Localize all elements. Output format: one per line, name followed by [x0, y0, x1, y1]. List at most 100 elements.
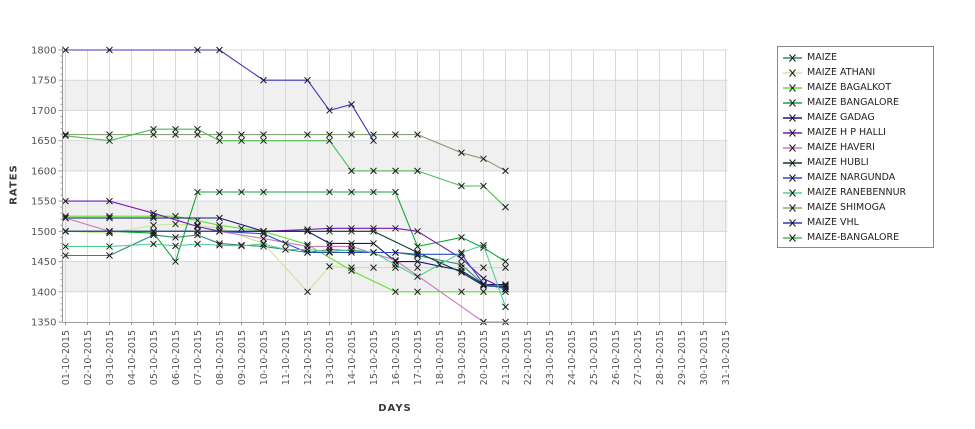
legend-item: MAIZE BANGALORE: [783, 95, 928, 110]
data-point-x-marker: [194, 125, 201, 133]
legend-item-label: MAIZE SHIMOGA: [807, 202, 886, 213]
legend-item: MAIZE HAVERI: [783, 140, 928, 155]
data-point-x-marker: [62, 214, 69, 222]
legend-x-marker-icon: [783, 98, 802, 107]
data-point-x-marker: [414, 227, 421, 235]
data-point-x-marker: [392, 131, 399, 138]
legend-item-label: MAIZE GADAG: [807, 112, 875, 123]
data-point-x-marker: [458, 249, 465, 256]
data-point-x-marker: [458, 149, 465, 157]
data-point-x-marker: [216, 188, 223, 196]
x-tick-label: 25-10-2015: [589, 330, 600, 385]
x-tick-label: 01-10-2015: [61, 330, 72, 385]
data-point-x-marker: [326, 248, 333, 256]
data-point-x-marker: [502, 303, 509, 311]
data-point-x-marker: [150, 240, 157, 248]
data-point-x-marker: [238, 188, 245, 196]
data-point-x-marker: [414, 288, 421, 296]
data-point-x-marker: [392, 188, 399, 196]
data-point-x-marker: [150, 131, 157, 138]
data-point-x-marker: [150, 221, 157, 229]
x-tick-label: 22-10-2015: [523, 330, 534, 385]
data-point-x-marker: [62, 131, 69, 138]
legend-item-label: MAIZE H P HALLI: [807, 127, 886, 138]
data-point-x-marker: [194, 240, 201, 248]
legend-x-marker-icon: [783, 218, 802, 227]
data-point-x-marker: [414, 273, 421, 281]
x-tick-label: 16-10-2015: [391, 330, 402, 385]
x-tick-label: 26-10-2015: [611, 330, 622, 385]
data-point-x-marker: [480, 182, 487, 190]
series-line: [65, 230, 506, 290]
x-tick-label: 17-10-2015: [413, 330, 424, 385]
y-tick-label: 1550: [31, 197, 56, 208]
data-point-x-marker: [326, 131, 333, 138]
data-point-x-marker: [62, 252, 69, 259]
data-point-x-marker: [106, 252, 113, 259]
x-axis-title: DAYS: [378, 403, 412, 414]
data-point-x-marker: [370, 227, 377, 235]
data-point-x-marker: [458, 182, 465, 190]
data-point-x-marker: [370, 249, 377, 256]
data-point-x-marker: [62, 132, 69, 140]
data-point-x-marker: [392, 261, 399, 268]
legend-item: MAIZE GADAG: [783, 110, 928, 125]
data-point-x-marker: [62, 197, 69, 205]
series-maize-shimoga: [62, 131, 509, 175]
legend-item: MAIZE: [783, 50, 928, 65]
legend-item: MAIZE ATHANI: [783, 65, 928, 80]
legend-item-label: MAIZE BAGALKOT: [807, 82, 892, 93]
data-point-x-marker: [348, 249, 355, 256]
data-point-x-marker: [304, 246, 311, 253]
data-point-x-marker: [172, 258, 179, 265]
x-tick-label: 30-10-2015: [699, 330, 710, 385]
data-point-x-marker: [348, 243, 355, 250]
x-tick-label: 27-10-2015: [633, 330, 644, 385]
data-point-x-marker: [458, 288, 465, 296]
x-tick-label: 09-10-2015: [237, 330, 248, 385]
data-point-x-marker: [150, 214, 157, 222]
x-tick-label: 19-10-2015: [457, 330, 468, 385]
data-point-x-marker: [458, 261, 465, 268]
data-point-x-marker: [106, 137, 113, 145]
data-point-x-marker: [304, 249, 311, 256]
series-line: [65, 191, 506, 263]
data-point-x-marker: [502, 258, 509, 265]
data-point-x-marker: [260, 240, 267, 248]
data-point-x-marker: [414, 258, 421, 265]
data-point-x-marker: [370, 224, 377, 232]
x-tick-label: 18-10-2015: [435, 330, 446, 385]
data-point-x-marker: [150, 209, 157, 217]
data-point-x-marker: [414, 131, 421, 138]
data-point-x-marker: [194, 46, 201, 54]
data-point-x-marker: [216, 131, 223, 138]
data-point-x-marker: [62, 227, 69, 235]
data-point-x-marker: [194, 227, 201, 235]
data-point-x-marker: [172, 234, 179, 241]
data-point-x-marker: [106, 197, 113, 205]
x-tick-label: 24-10-2015: [567, 330, 578, 385]
data-point-x-marker: [194, 131, 201, 138]
data-point-x-marker: [172, 125, 179, 133]
series-maize-ranebennur: [62, 240, 509, 311]
x-tick-label: 13-10-2015: [325, 330, 336, 385]
x-tick-label: 28-10-2015: [655, 330, 666, 385]
x-tick-label: 20-10-2015: [479, 330, 490, 385]
data-point-x-marker: [348, 267, 355, 274]
data-point-x-marker: [172, 242, 179, 250]
data-point-x-marker: [414, 167, 421, 175]
data-point-x-marker: [106, 214, 113, 222]
data-point-x-marker: [260, 76, 267, 84]
data-point-x-marker: [106, 46, 113, 54]
legend-x-marker-icon: [783, 158, 802, 167]
data-point-x-marker: [172, 220, 179, 228]
data-point-x-marker: [216, 241, 223, 249]
data-point-x-marker: [370, 167, 377, 175]
data-point-x-marker: [216, 214, 223, 222]
y-tick-label: 1650: [31, 136, 56, 147]
x-tick-label: 29-10-2015: [677, 330, 688, 385]
x-tick-label: 03-10-2015: [105, 330, 116, 385]
data-point-x-marker: [106, 243, 113, 250]
data-point-x-marker: [480, 280, 487, 288]
x-tick-label: 07-10-2015: [193, 330, 204, 385]
